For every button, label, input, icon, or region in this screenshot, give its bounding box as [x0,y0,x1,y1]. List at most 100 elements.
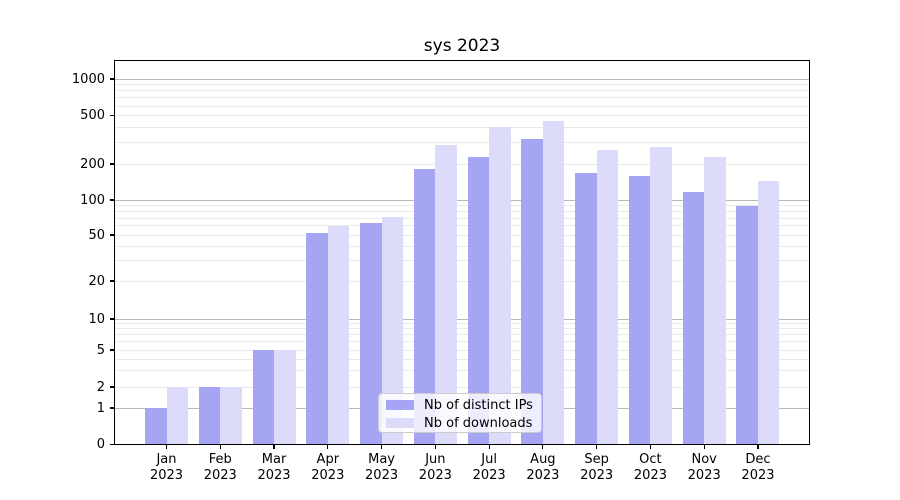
y-tick-label: 5 [96,342,105,358]
y-tick-mark [109,386,114,388]
minor-gridline [114,115,810,117]
y-tick-mark [109,349,114,351]
x-tick-label: Jul 2023 [472,452,506,483]
x-tick-mark [703,444,705,449]
bar-downloads-oct [650,146,672,445]
minor-gridline [114,341,810,343]
minor-gridline [114,217,810,219]
minor-gridline [114,97,810,99]
bar-distinct-ips-jun [413,168,436,445]
bar-downloads-mar [274,350,296,445]
x-tick-label: May 2023 [365,452,399,483]
minor-gridline [114,225,810,227]
y-tick-mark [109,318,114,320]
minor-gridline [114,105,810,107]
x-tick-label: Feb 2023 [203,452,237,483]
bar-distinct-ips-dec [736,205,758,445]
bar-downloads-feb [220,387,242,445]
x-tick-label: Apr 2023 [311,452,345,483]
y-tick-mark [109,115,114,117]
minor-gridline [114,84,810,86]
minor-gridline [114,386,810,388]
minor-gridline [114,245,810,247]
bar-distinct-ips-sep [575,173,597,445]
x-tick-mark [327,444,329,449]
minor-gridline [114,358,810,360]
y-tick-label: 1000 [71,71,105,87]
bar-distinct-ips-aug [521,138,543,445]
legend-swatch-distinct-ips [386,400,414,410]
chart-title: sys 2023 [423,36,501,56]
minor-gridline [114,142,810,144]
bar-distinct-ips-may [360,223,382,445]
x-tick-label: Aug 2023 [526,452,560,483]
x-tick-label: Jun 2023 [418,452,452,483]
bar-downloads-jul [489,127,511,445]
x-tick-mark [542,444,544,449]
y-tick-label: 10 [88,311,105,327]
bar-downloads-jun [435,144,457,445]
y-tick-label: 100 [80,192,105,208]
x-tick-mark [757,444,759,449]
x-tick-label: Dec 2023 [741,452,775,483]
minor-gridline [114,328,810,330]
x-tick-label: Nov 2023 [687,452,721,483]
x-tick-mark [596,444,598,449]
bar-downloads-dec [757,180,780,445]
y-tick-mark [109,163,114,165]
minor-gridline [114,323,810,325]
y-tick-mark [109,280,114,282]
bar-distinct-ips-jul [467,156,490,445]
y-tick-label: 50 [88,227,105,243]
y-tick-label: 2 [96,379,105,395]
minor-gridline [114,349,810,351]
minor-gridline [114,370,810,372]
x-tick-mark [165,444,168,449]
legend-swatch-downloads [386,418,414,428]
x-tick-mark [488,444,490,449]
y-tick-label: 500 [80,108,105,124]
x-tick-label: Oct 2023 [633,452,667,483]
bar-distinct-ips-oct [628,176,651,445]
bar-distinct-ips-nov [682,191,705,445]
y-tick-mark [109,199,114,201]
major-gridline [114,318,810,320]
x-tick-mark [219,444,221,449]
minor-gridline [114,204,810,206]
y-tick-label: 0 [96,437,105,452]
y-tick-label: 20 [88,273,105,289]
y-tick-mark [109,407,114,409]
minor-gridline [114,234,810,236]
bar-downloads-nov [704,157,726,445]
legend-row-downloads: Nb of downloads [386,414,535,432]
legend-label-downloads: Nb of downloads [424,415,533,431]
bar-downloads-apr [327,225,350,445]
bar-downloads-jan [166,387,188,445]
major-gridline [114,199,810,201]
y-tick-mark [109,234,114,236]
y-tick-mark [109,78,114,80]
bar-distinct-ips-apr [306,233,328,445]
bar-downloads-may [381,216,404,445]
y-tick-label: 1 [96,400,105,416]
bar-downloads-aug [542,121,565,445]
major-gridline [114,78,810,80]
minor-gridline [114,126,810,128]
legend-row-distinct-ips: Nb of distinct IPs [386,396,535,414]
y-tick-label: 200 [80,156,105,172]
bar-distinct-ips-jan [145,408,167,445]
bar-distinct-ips-feb [198,387,221,445]
minor-gridline [114,280,810,282]
x-tick-label: Mar 2023 [257,452,291,483]
y-tick-mark [109,443,114,446]
bar-distinct-ips-mar [252,350,275,445]
x-tick-mark [649,444,652,449]
x-tick-label: Jan 2023 [149,452,184,483]
minor-gridline [114,163,810,165]
legend: Nb of distinct IPs Nb of downloads [378,393,542,433]
minor-gridline [114,260,810,262]
minor-gridline [114,210,810,212]
x-tick-mark [273,444,275,449]
minor-gridline [114,90,810,92]
